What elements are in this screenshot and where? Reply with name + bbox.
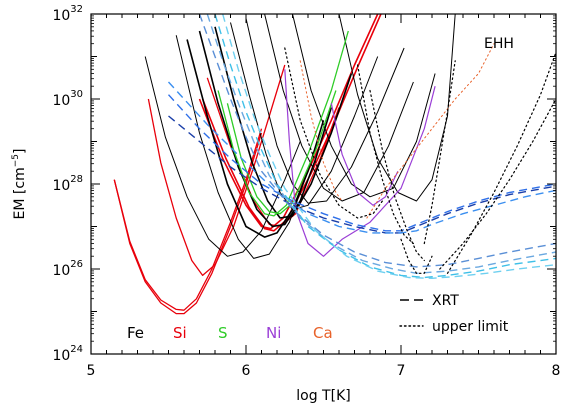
- curve-fe-7: [175, 35, 309, 259]
- x-tick-label: 5: [87, 363, 96, 379]
- legend: XRT upper limit: [399, 293, 509, 335]
- element-labels: Fe Si S Ni Ca: [127, 324, 333, 342]
- y-tick-label: 1032: [52, 4, 83, 24]
- curve-upper-35: [446, 51, 556, 274]
- y-tick-label: 1030: [52, 89, 83, 109]
- y-axis-label-base: EM [cm: [12, 167, 28, 219]
- curve-fe-8: [186, 39, 325, 238]
- element-label-fe: Fe: [127, 324, 144, 342]
- curve-upper-30: [369, 89, 425, 262]
- curve-xrt-24: [167, 81, 556, 234]
- curve-ca-20: [299, 60, 343, 202]
- curve-xrt-23: [167, 94, 556, 232]
- curve-upper-33: [423, 60, 456, 245]
- y-axis-label-close: ]: [12, 149, 28, 154]
- curve-ni-19: [330, 103, 399, 206]
- curve-si-0: [113, 132, 263, 315]
- curve-xrt-22: [168, 115, 556, 234]
- x-tick-labels: 5 6 7 8: [87, 363, 561, 379]
- y-tick-label: 1028: [52, 174, 83, 194]
- curve-si-3: [198, 14, 379, 230]
- curve-fe-9: [198, 30, 333, 228]
- curve-ni-18: [284, 69, 436, 257]
- curve-fe-11: [230, 22, 379, 210]
- curve-fe-14: [292, 14, 436, 198]
- curve-s-16: [217, 30, 349, 217]
- x-tick-label: 7: [397, 363, 406, 379]
- curve-fe-10: [214, 26, 353, 219]
- curve-s-17: [226, 90, 337, 215]
- curve-xrt-25: [198, 14, 556, 268]
- element-label-ca: Ca: [313, 324, 333, 342]
- curve-upper-31: [284, 47, 383, 219]
- element-label-ni: Ni: [266, 324, 281, 342]
- curve-xrt-27: [214, 14, 556, 279]
- ehh-annotation: EHH: [484, 36, 514, 52]
- curve-xrt-28: [222, 14, 556, 279]
- curve-upper-34: [439, 98, 556, 270]
- curve-upper-32: [400, 238, 433, 274]
- axis-ticks: [90, 13, 557, 355]
- x-tick-label: 6: [242, 363, 251, 379]
- element-label-s: S: [218, 324, 228, 342]
- element-label-si: Si: [173, 324, 187, 342]
- x-axis-label: log T[K]: [296, 388, 350, 404]
- curve-si-2: [147, 64, 286, 277]
- legend-label: upper limit: [432, 319, 509, 335]
- y-tick-labels: 1024 1026 1028 1030 1032: [52, 4, 83, 364]
- x-tick-label: 8: [552, 363, 561, 379]
- curve-upper-29: [357, 64, 414, 245]
- y-axis-label-exponent: −5: [11, 154, 21, 167]
- y-tick-label: 1024: [52, 344, 83, 364]
- curves-layer: [113, 14, 556, 315]
- y-axis-label: EM [cm−5]: [11, 149, 28, 220]
- curve-si-1: [113, 128, 263, 311]
- y-tick-label: 1026: [52, 259, 83, 279]
- legend-label: XRT: [432, 293, 459, 309]
